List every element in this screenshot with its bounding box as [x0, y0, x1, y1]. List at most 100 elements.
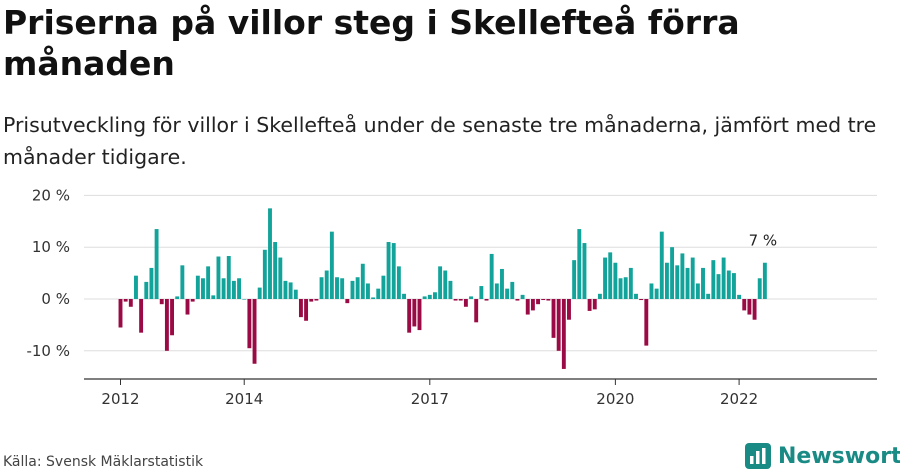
- bar: [340, 278, 345, 299]
- bar: [180, 265, 185, 299]
- bar: [407, 299, 412, 333]
- x-tick-label: 2022: [720, 390, 758, 408]
- bar: [623, 277, 628, 299]
- brand[interactable]: Newsworthy: [745, 441, 900, 471]
- bar: [309, 299, 314, 302]
- bar: [597, 293, 602, 299]
- bar: [221, 278, 226, 299]
- bar: [211, 295, 216, 299]
- bar: [304, 299, 309, 321]
- bar: [268, 208, 272, 299]
- bar: [386, 242, 391, 299]
- bar: [737, 294, 742, 299]
- bar: [376, 288, 381, 299]
- bar: [721, 257, 726, 299]
- x-tick-label: 2017: [411, 390, 449, 408]
- bar: [757, 278, 762, 299]
- bar: [649, 283, 654, 299]
- bar: [634, 293, 638, 299]
- y-axis-labels: 20 % 10 % 0 % -10 %: [26, 186, 70, 359]
- bar: [216, 256, 221, 299]
- bar: [458, 299, 463, 301]
- bar: [654, 288, 659, 299]
- bar: [613, 262, 618, 299]
- y-tick-label: 0 %: [41, 290, 70, 308]
- annotations: 7 %: [749, 232, 778, 250]
- bar: [762, 262, 767, 299]
- x-tick-label: 2020: [596, 390, 634, 408]
- bar: [247, 299, 252, 349]
- bar: [417, 299, 422, 331]
- x-tick-label: 2014: [225, 390, 263, 408]
- bar: [118, 299, 123, 328]
- bar: [463, 299, 468, 307]
- bar: [716, 274, 721, 299]
- bar: [711, 260, 716, 299]
- newsworthy-logo-icon: [745, 443, 771, 469]
- bar: [252, 299, 257, 364]
- bar: [144, 281, 149, 299]
- bar: [283, 280, 288, 299]
- bar: [680, 253, 685, 299]
- bar: [365, 283, 370, 299]
- bar: [732, 273, 736, 299]
- bar-chart: 20 % 10 % 0 % -10 % 2012 2014 2017 2020 2022 7 …: [26, 186, 877, 408]
- bar: [489, 253, 494, 299]
- bar: [427, 294, 432, 299]
- bar: [237, 278, 242, 299]
- last-value-annotation: 7 %: [749, 232, 778, 250]
- bar: [128, 299, 133, 307]
- bar: [190, 299, 195, 302]
- bar: [577, 229, 582, 299]
- bar: [628, 267, 633, 299]
- bar: [618, 278, 623, 299]
- bar: [448, 280, 453, 299]
- bar: [319, 277, 324, 299]
- bar: [314, 299, 319, 301]
- bar: [567, 299, 571, 320]
- bar: [139, 299, 144, 333]
- bar: [324, 270, 329, 299]
- bar: [695, 283, 700, 299]
- bar: [726, 270, 731, 299]
- bar: [350, 280, 355, 299]
- bar: [582, 243, 587, 299]
- bar: [123, 299, 128, 302]
- chart-title: Priserna på villor steg i Skellefteå för…: [3, 3, 740, 83]
- x-tick-label: 2012: [101, 390, 139, 408]
- bar: [433, 292, 437, 299]
- bar: [371, 297, 376, 299]
- bar: [561, 299, 566, 369]
- bar: [572, 260, 577, 299]
- bar: [273, 242, 278, 299]
- y-tick-label: -10 %: [26, 342, 70, 360]
- bar: [226, 256, 231, 299]
- bar: [701, 267, 705, 299]
- bar: [134, 275, 138, 299]
- bar: [329, 231, 334, 299]
- bar: [551, 299, 556, 338]
- bar: [747, 299, 752, 315]
- bar: [644, 299, 649, 346]
- bar: [469, 296, 473, 299]
- bar: [453, 299, 458, 301]
- gridlines: [84, 194, 877, 352]
- bar: [231, 280, 236, 299]
- bar: [355, 277, 360, 299]
- bar: [345, 299, 350, 304]
- bar: [288, 282, 293, 299]
- bar: [396, 266, 401, 299]
- y-tick-label: 20 %: [32, 186, 70, 204]
- bar: [278, 257, 283, 299]
- bar: [670, 247, 675, 299]
- bar: [685, 267, 690, 299]
- bar: [195, 275, 200, 299]
- bar: [262, 249, 267, 299]
- bar: [675, 265, 680, 299]
- bar: [293, 289, 298, 299]
- bar: [742, 299, 747, 311]
- bar: [520, 294, 525, 299]
- bar: [474, 299, 479, 323]
- bar: [185, 299, 190, 315]
- bar: [587, 299, 592, 311]
